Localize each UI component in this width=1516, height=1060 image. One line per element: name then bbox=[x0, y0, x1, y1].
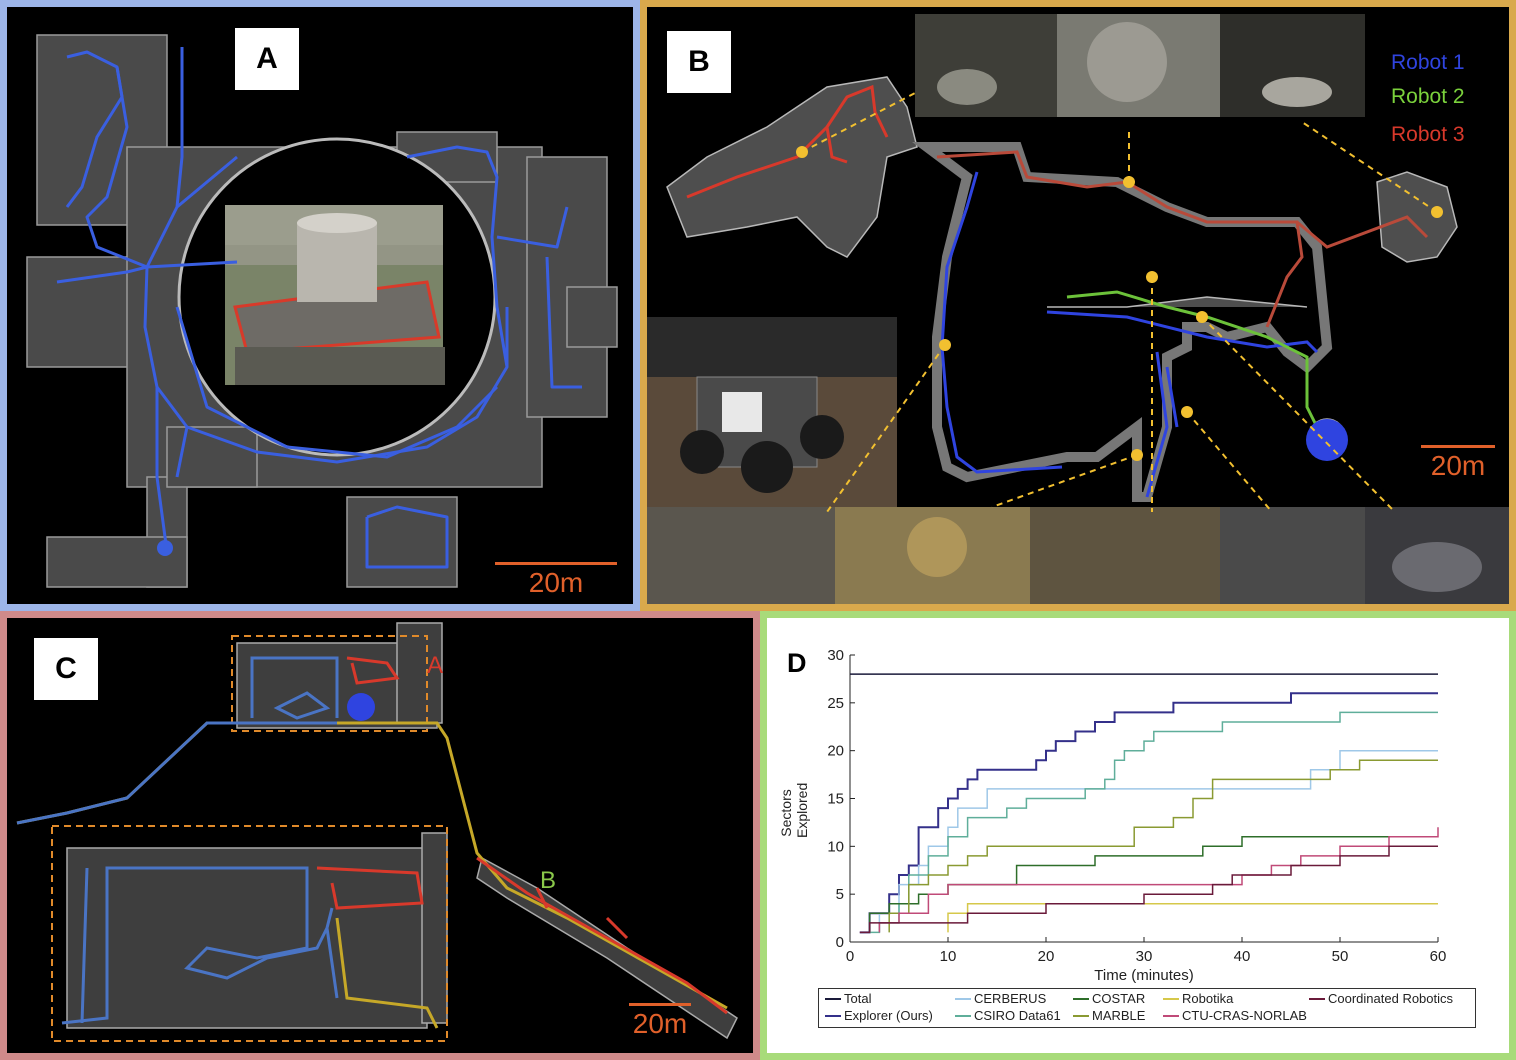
legend-swatch bbox=[825, 1014, 841, 1017]
legend-label: CERBERUS bbox=[974, 991, 1047, 1006]
panel-a-scalebar: 20m bbox=[495, 562, 617, 599]
panel-a-map bbox=[26, 34, 618, 588]
area-b-label: B bbox=[540, 867, 556, 894]
legend-item: Robotika bbox=[1163, 991, 1233, 1006]
legend-label: COSTAR bbox=[1092, 991, 1146, 1006]
panel-b-scalebar: 20m bbox=[1421, 445, 1495, 482]
legend-item: COSTAR bbox=[1073, 991, 1145, 1006]
robot-start-marker bbox=[157, 540, 173, 556]
robot-photo bbox=[647, 317, 897, 507]
legend-swatch bbox=[1163, 1014, 1179, 1017]
panel-c-scale-label: 20m bbox=[632, 1008, 688, 1039]
panel-d-label: D bbox=[787, 648, 807, 678]
panel-b-label: B bbox=[667, 31, 731, 93]
legend-swatch bbox=[955, 997, 971, 1000]
legend-swatch bbox=[1163, 997, 1179, 1000]
legend-item: CSIRO Data61 bbox=[955, 1008, 1061, 1023]
legend-swatch bbox=[1309, 997, 1325, 1000]
panel-b: B Robot 1 Robot 2 Robot 3 20m bbox=[640, 0, 1516, 611]
legend-item: Coordinated Robotics bbox=[1309, 991, 1453, 1006]
legend-robot-3: Robot 3 bbox=[1391, 123, 1465, 146]
legend-item: CTU-CRAS-NORLAB bbox=[1163, 1008, 1307, 1023]
robot-start-marker-c bbox=[347, 693, 375, 721]
panel-a-scale-label: 20m bbox=[528, 567, 584, 598]
panel-a-label: A bbox=[235, 28, 299, 90]
panel-c-scalebar: 20m bbox=[629, 1003, 691, 1040]
top-cave-photos bbox=[915, 14, 1365, 117]
legend-label: MARBLE bbox=[1092, 1008, 1146, 1023]
legend-label: CSIRO Data61 bbox=[974, 1008, 1061, 1023]
legend-label: Explorer (Ours) bbox=[844, 1008, 933, 1023]
legend-item: MARBLE bbox=[1073, 1008, 1145, 1023]
y-axis-label: Sectors Explored bbox=[778, 782, 810, 838]
legend-item: Total bbox=[825, 991, 871, 1006]
legend-swatch bbox=[1073, 1014, 1089, 1017]
legend-item: CERBERUS bbox=[955, 991, 1046, 1006]
reactor-aerial-photo bbox=[225, 205, 445, 385]
chart-legend: Total Explorer (Ours) CERBERUS CSIRO Data61… bbox=[818, 988, 1476, 1028]
panel-c-map: A B bbox=[16, 622, 738, 1042]
legend-swatch bbox=[955, 1014, 971, 1017]
legend-label: CTU-CRAS-NORLAB bbox=[1182, 1008, 1307, 1023]
legend-swatch bbox=[825, 997, 841, 1000]
panel-b-scale-label: 20m bbox=[1430, 450, 1486, 481]
panel-c-label: C bbox=[34, 638, 98, 700]
legend-label: Total bbox=[844, 991, 872, 1006]
panel-b-map bbox=[647, 14, 1509, 604]
legend-label: Robotika bbox=[1182, 991, 1234, 1006]
area-a-label: A bbox=[427, 652, 443, 679]
bottom-tunnel-photos bbox=[647, 507, 1509, 604]
legend-label: Coordinated Robotics bbox=[1328, 991, 1454, 1006]
panel-c: A B C 20m bbox=[0, 611, 760, 1060]
legend-robot-2: Robot 2 bbox=[1391, 85, 1465, 108]
legend-swatch bbox=[1073, 997, 1089, 1000]
legend-item: Explorer (Ours) bbox=[825, 1008, 933, 1023]
robot-base-marker bbox=[1306, 419, 1348, 461]
legend-robot-1: Robot 1 bbox=[1391, 51, 1465, 74]
panel-a: A 20m bbox=[0, 0, 640, 611]
